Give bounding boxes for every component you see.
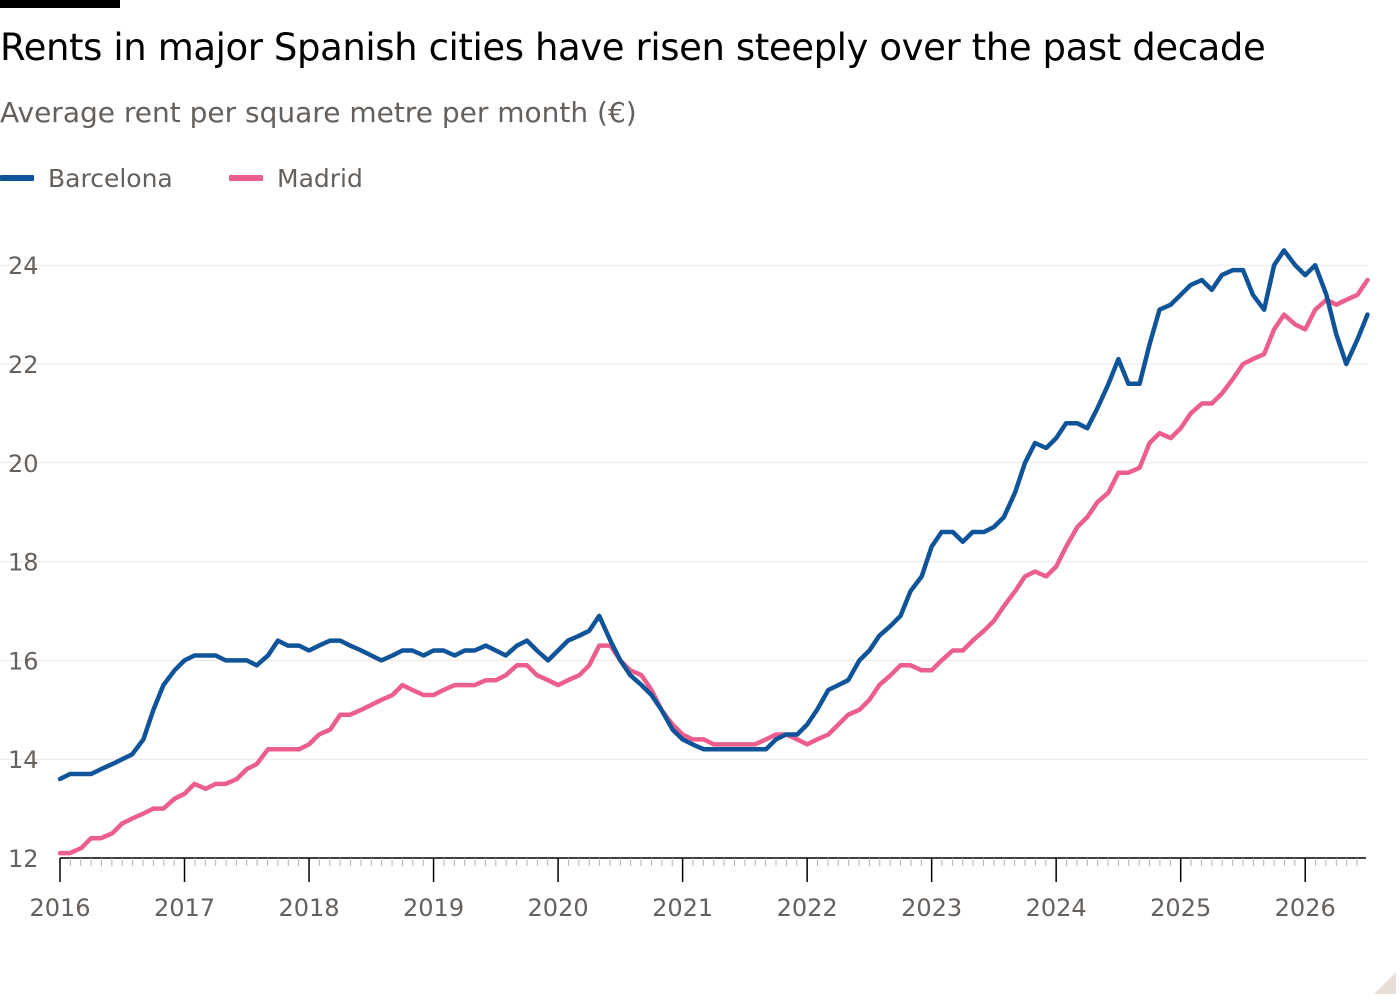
y-tick-label-24: 24 bbox=[8, 252, 39, 280]
legend-swatch-madrid bbox=[229, 175, 263, 181]
y-tick-label-16: 16 bbox=[8, 647, 39, 675]
series-line-barcelona bbox=[57, 248, 1370, 782]
series-lines bbox=[57, 248, 1370, 856]
x-tick-label-2023: 2023 bbox=[901, 894, 962, 922]
y-tick-label-20: 20 bbox=[8, 450, 39, 478]
y-axis-ticks: 12 14 16 18 20 22 24 bbox=[8, 252, 39, 873]
chart-title: Rents in major Spanish cities have risen… bbox=[0, 26, 1266, 69]
legend-item-madrid: Madrid bbox=[229, 160, 363, 196]
brand-bar bbox=[0, 0, 120, 8]
legend-swatch-barcelona bbox=[0, 175, 34, 181]
x-tick-label-2018: 2018 bbox=[279, 894, 340, 922]
x-axis: 2016 2017 2018 2019 2020 2021 2022 2023 2024 2025… bbox=[29, 857, 1366, 922]
legend-label-madrid: Madrid bbox=[277, 163, 363, 193]
x-tick-label-2026: 2026 bbox=[1275, 894, 1336, 922]
chart-subtitle: Average rent per square metre per month … bbox=[0, 96, 637, 129]
legend-item-barcelona: Barcelona bbox=[0, 160, 173, 196]
y-tick-label-12: 12 bbox=[8, 845, 39, 873]
x-tick-label-2025: 2025 bbox=[1150, 894, 1211, 922]
series-line-madrid bbox=[57, 277, 1370, 856]
y-tick-label-18: 18 bbox=[8, 549, 39, 577]
x-tick-label-2022: 2022 bbox=[777, 894, 838, 922]
legend-label-barcelona: Barcelona bbox=[48, 163, 173, 193]
grid-lines bbox=[0, 264, 1368, 760]
x-tick-label-2017: 2017 bbox=[154, 894, 215, 922]
x-tick-label-2019: 2019 bbox=[403, 894, 464, 922]
y-tick-label-14: 14 bbox=[8, 746, 39, 774]
x-tick-label-2020: 2020 bbox=[528, 894, 589, 922]
y-tick-label-22: 22 bbox=[8, 351, 39, 379]
x-tick-label-2021: 2021 bbox=[652, 894, 713, 922]
corner-mark bbox=[1374, 972, 1396, 994]
x-tick-label-2024: 2024 bbox=[1026, 894, 1087, 922]
x-tick-label-2016: 2016 bbox=[29, 894, 90, 922]
